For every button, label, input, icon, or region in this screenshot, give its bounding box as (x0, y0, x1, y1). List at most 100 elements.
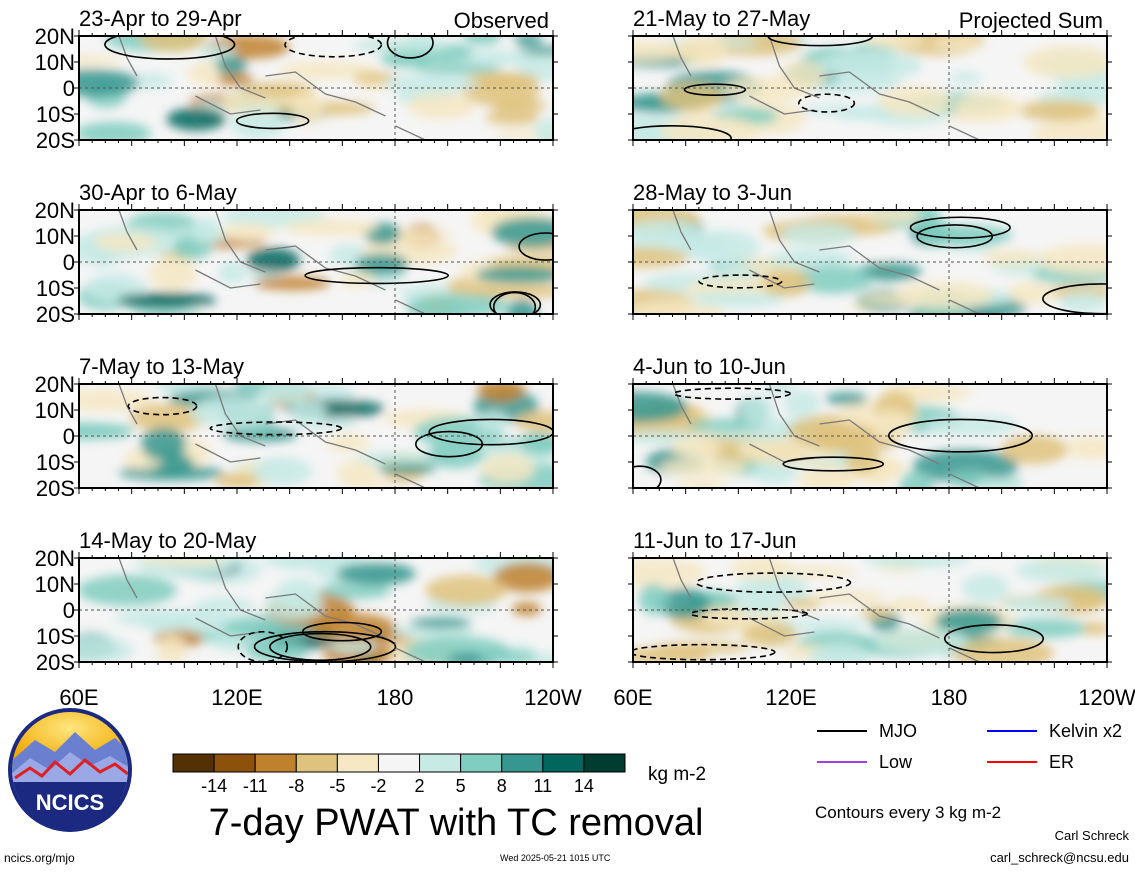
contour-line (683, 83, 747, 96)
contour-line (489, 291, 542, 314)
panel-6: 28-May to 3-Jun (628, 180, 1112, 320)
anomaly-patch (768, 248, 854, 269)
anomaly-patch (1036, 243, 1107, 275)
coastline (672, 36, 980, 140)
anomaly-patch (687, 418, 765, 431)
anomaly-patch (659, 458, 748, 477)
colorbar-label: -2 (370, 776, 386, 796)
x-tick-label: 120W (1078, 685, 1135, 710)
anomaly-patch (484, 110, 540, 125)
colorbar-units: kg m-2 (648, 764, 706, 785)
anomaly-patch (1058, 291, 1107, 313)
legend-label: Kelvin x2 (1049, 721, 1122, 741)
anomaly-patch (264, 589, 324, 621)
anomaly-patch (675, 479, 729, 488)
colorbar-label: -8 (288, 776, 304, 796)
panel-7: 4-Jun to 10-Jun (628, 354, 1112, 494)
legend-label: Low (879, 752, 913, 772)
contour-line (386, 36, 434, 59)
anomaly-patch (899, 470, 935, 488)
y-tick-label: 10N (35, 50, 75, 75)
anomaly-patch (633, 219, 701, 242)
coastline (118, 558, 426, 662)
y-tick-label: 20S (36, 476, 75, 501)
contour-line (695, 572, 852, 593)
contour-line (782, 456, 885, 472)
anomaly-patch (817, 50, 923, 81)
y-tick-label: 0 (63, 424, 75, 449)
logo-text: NCICS (36, 790, 104, 815)
anomaly-patch (491, 217, 553, 248)
x-tick-label: 120W (524, 685, 582, 710)
anomaly-patch (217, 261, 247, 285)
anomaly-patch (166, 107, 226, 131)
panel-date-label: 4-Jun to 10-Jun (633, 354, 786, 379)
panel-date-label: 23-Apr to 29-Apr (79, 6, 242, 31)
anomaly-patch (246, 247, 301, 273)
anomaly-patch (339, 271, 376, 288)
anomaly-patch (507, 299, 538, 314)
anomaly-patch (784, 598, 822, 609)
column-header: Observed (454, 8, 549, 33)
anomaly-patch (79, 635, 134, 662)
anomaly-patch (93, 233, 158, 252)
anomaly-patch (148, 257, 198, 291)
anomaly-patch (825, 392, 868, 405)
anomaly-patch (79, 428, 131, 440)
contour-line (209, 421, 343, 436)
anomaly-patch (868, 409, 912, 440)
column-header: Projected Sum (959, 8, 1103, 33)
panel-8: 11-Jun to 17-Jun (628, 528, 1112, 668)
anomaly-patch (874, 628, 969, 654)
colorbar: -14 -11 -8 -5 -2 2 5 8 11 14 (172, 753, 626, 796)
anomaly-patch (276, 101, 376, 116)
anomaly-patch (1018, 100, 1099, 121)
author: Carl Schreck (1054, 828, 1129, 843)
panel-5: 21-May to 27-May Projected Sum (628, 6, 1112, 146)
y-tick-label: 10S (36, 624, 75, 649)
anomaly-patch (925, 414, 1019, 437)
y-tick-label: 20N (35, 24, 75, 49)
anomaly-patch (140, 427, 187, 461)
contour-line (428, 418, 553, 446)
anomaly-patch (862, 558, 971, 569)
x-tick-label: 120E (765, 685, 816, 710)
anomaly-patch (1014, 558, 1107, 583)
panel-date-label: 11-Jun to 17-Jun (633, 528, 796, 553)
anomaly-patch (428, 440, 484, 469)
anomaly-patch (220, 223, 275, 242)
anomaly-patch (130, 403, 207, 433)
contour-note: Contours every 3 kg m-2 (815, 803, 1001, 822)
contour-line (689, 607, 809, 620)
colorbar-swatch (213, 753, 256, 773)
anomaly-patch (190, 395, 272, 429)
anomaly-patch (241, 82, 316, 99)
anomaly-patch (251, 456, 313, 487)
colorbar-label: -5 (329, 776, 345, 796)
anomaly-patch (217, 72, 254, 86)
anomaly-patch (79, 69, 139, 97)
anomaly-patch (763, 384, 795, 394)
anomaly-patch (982, 249, 1038, 266)
anomaly-patch (326, 434, 371, 453)
anomaly-patch (863, 210, 921, 223)
y-tick-label: 20N (35, 372, 75, 397)
anomaly-patch (751, 457, 799, 485)
contour-line (235, 112, 310, 130)
anomaly-patch (894, 281, 994, 310)
anomaly-patch (79, 55, 124, 66)
anomaly-patch (409, 617, 472, 629)
contour-line (909, 216, 1011, 239)
colorbar-label: 11 (533, 776, 552, 796)
colorbar-label: 5 (456, 776, 466, 796)
legend: MJO Kelvin x2 Low ER (817, 721, 1122, 772)
contour-line (415, 430, 484, 458)
anomaly-patch (974, 477, 1024, 488)
site-link[interactable]: ncics.org/mjo (4, 851, 75, 865)
anomaly-patch (215, 472, 260, 488)
anomaly-patch (793, 264, 873, 294)
